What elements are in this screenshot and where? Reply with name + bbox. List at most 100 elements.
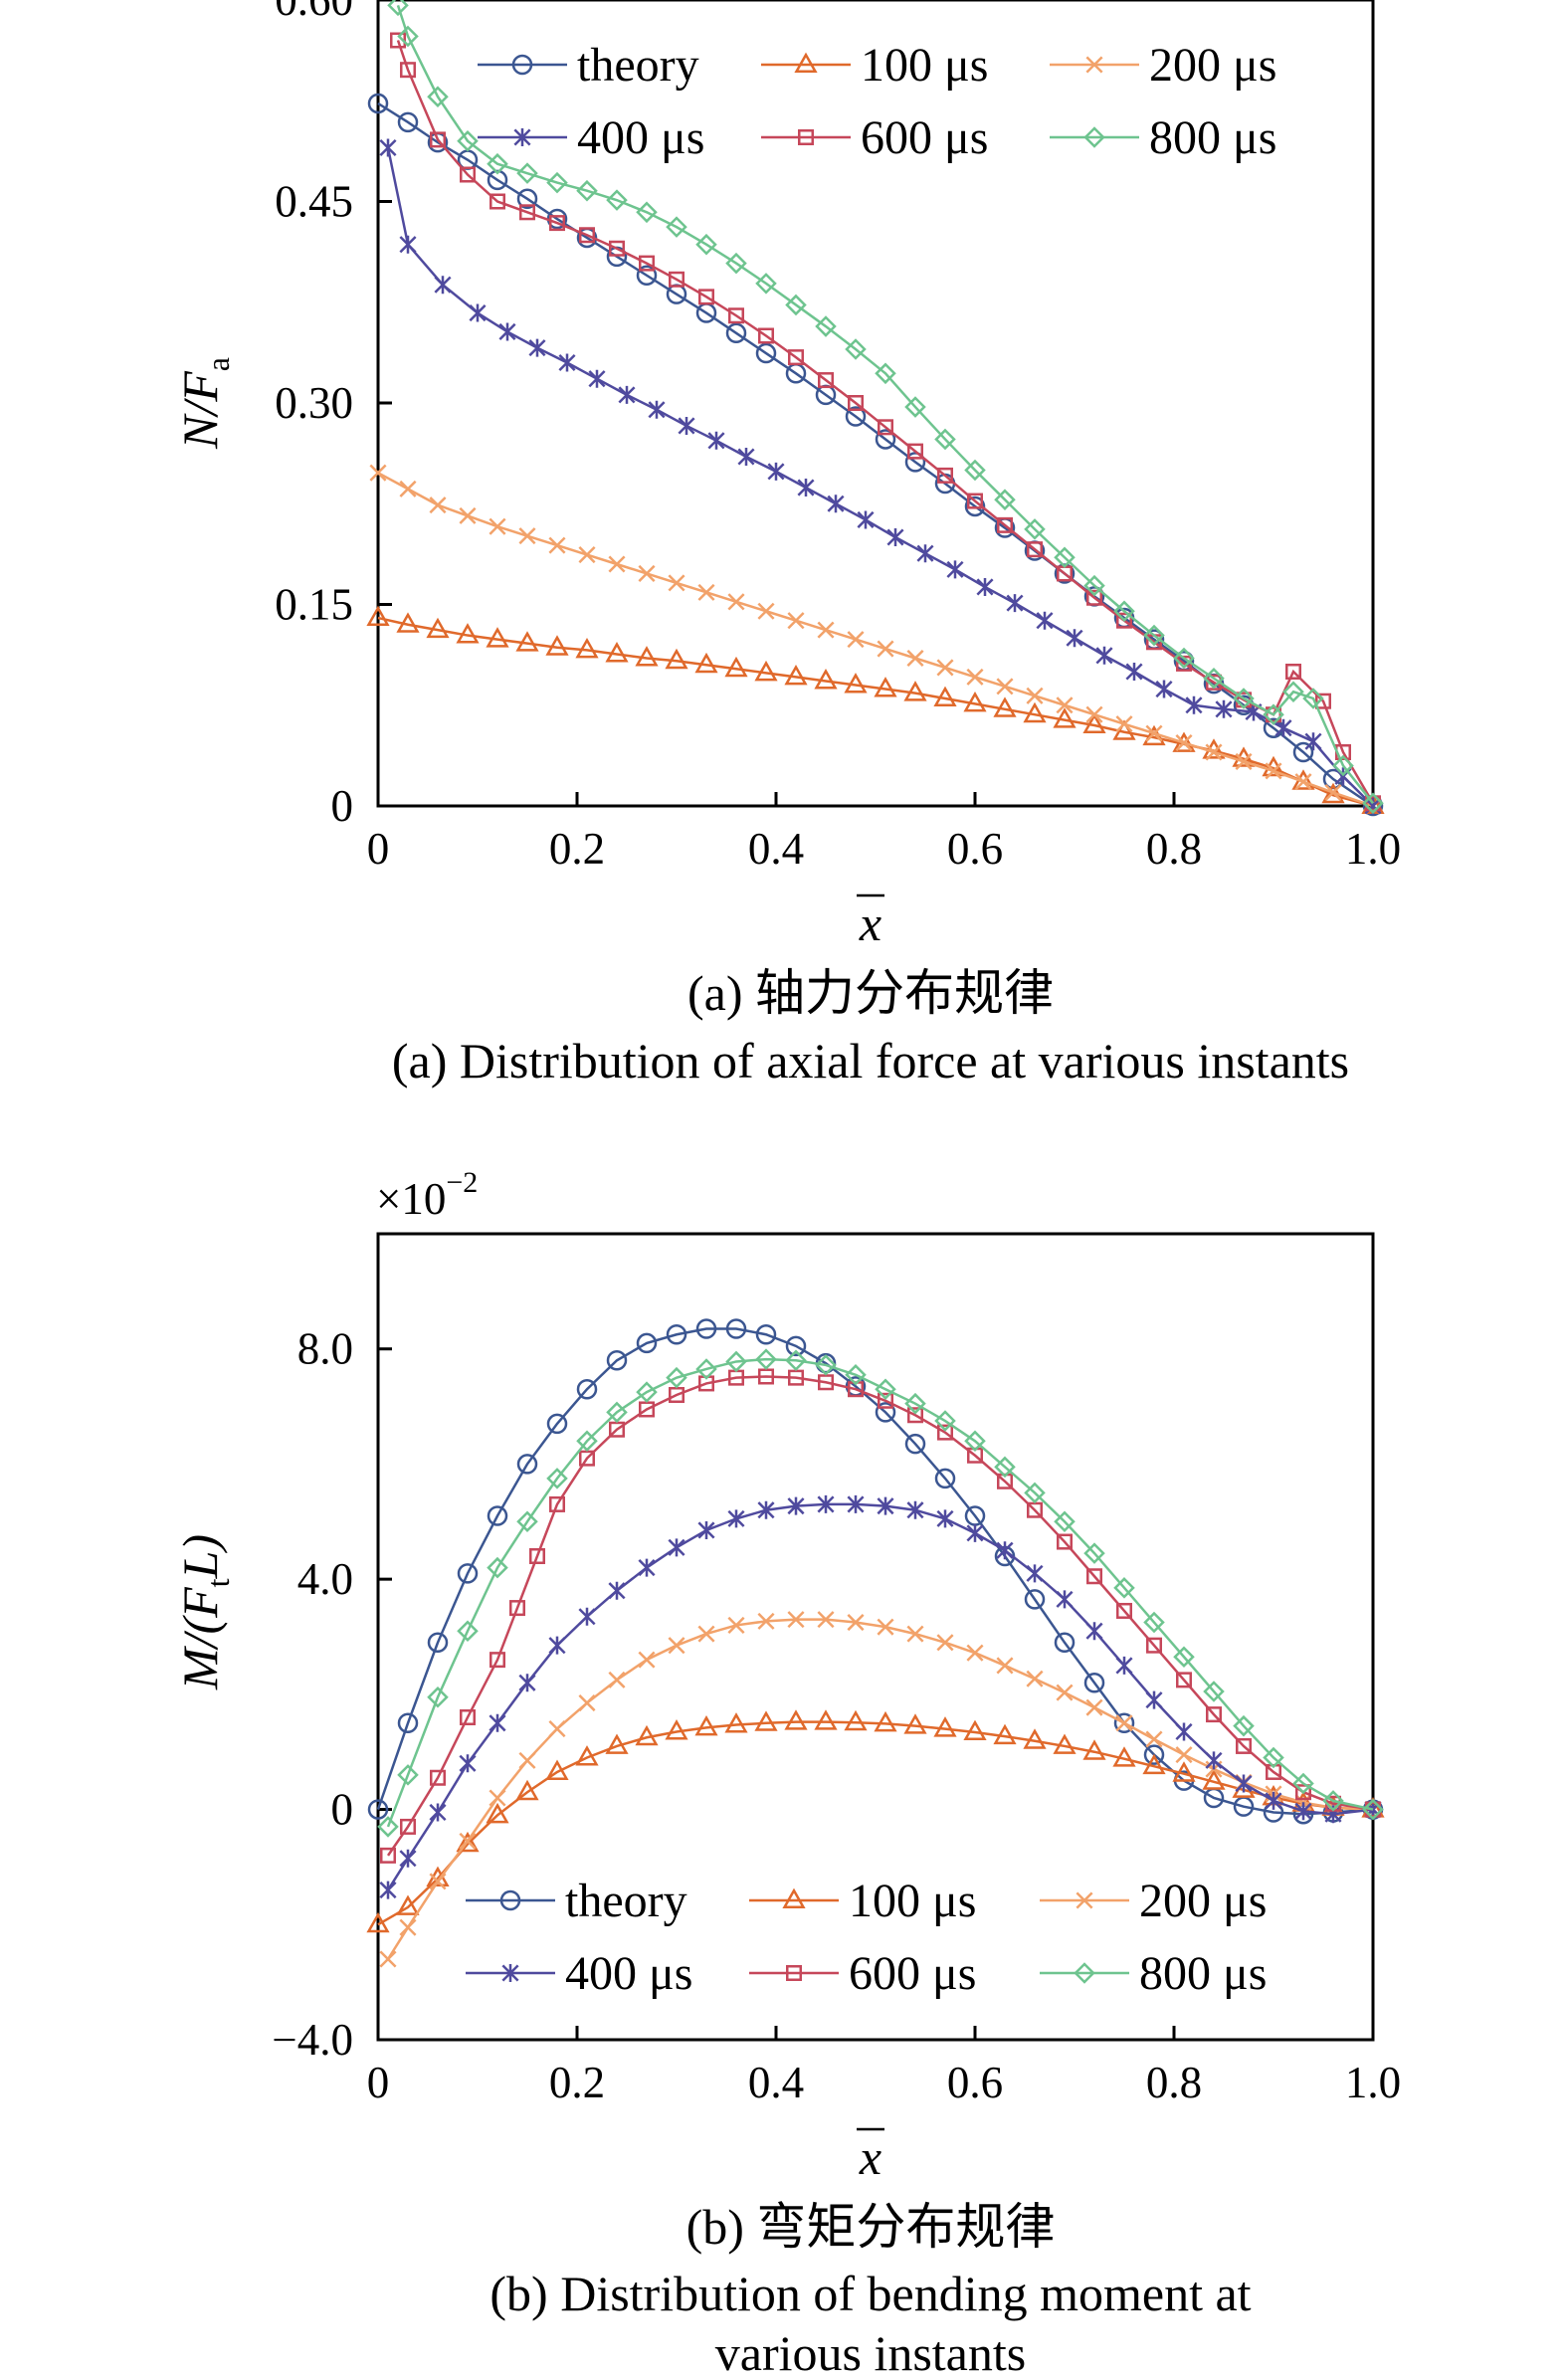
panel-a-point-200-s	[459, 506, 477, 524]
panel-a-point-100-s	[844, 673, 868, 694]
panel-b-point-200-s	[1115, 1714, 1133, 1732]
panel-b-point-200-s	[996, 1657, 1014, 1675]
panel-a-point-400-s	[434, 276, 452, 295]
panel-a-point-400-s	[618, 385, 636, 404]
panel-b-point-100-s	[1172, 1761, 1196, 1782]
panel-b-point-theory	[725, 1318, 747, 1339]
panel-b-point-600-s	[1176, 1672, 1192, 1688]
panel-b-legend-label: 600 μs	[849, 1947, 976, 2000]
panel-b-point-800-s	[1143, 1611, 1165, 1634]
panel-b-point-400-s	[697, 1520, 715, 1539]
panel-a-point-400-s	[1185, 695, 1203, 714]
panel-b-series-100-s	[366, 1709, 1385, 1933]
panel-a-series-theory	[367, 93, 1384, 817]
panel-a-point-theory	[487, 169, 508, 191]
panel-b-point-800-s	[516, 1510, 538, 1533]
panel-a-point-200-s	[757, 602, 775, 620]
panel-b-point-100-s	[963, 1719, 987, 1741]
panel-a-point-200-s	[518, 527, 536, 545]
panel-a-series-200-s	[369, 464, 1382, 815]
panel-a-xtick-label: 0.8	[1146, 824, 1202, 874]
panel-b-point-800-s	[845, 1363, 867, 1386]
panel-b-ylabel-post: L)	[172, 1534, 228, 1579]
panel-a-point-800-s	[1173, 647, 1195, 670]
panel-b-point-theory	[695, 1318, 717, 1339]
panel-b-point-200-s	[847, 1614, 865, 1632]
panel-b-point-400-s	[847, 1494, 865, 1513]
panel-a-legend-marker	[511, 54, 533, 76]
panel-a-point-400-s	[648, 400, 666, 419]
panel-a-point-800-s	[845, 338, 867, 360]
panel-a-point-400-s	[1125, 663, 1143, 681]
panel-b-legend-item-400-s: 400 μs	[466, 1947, 692, 2000]
panel-b-point-800-s	[1322, 1790, 1344, 1812]
panel-b-point-400-s	[459, 1754, 477, 1773]
panel-a-ytick-label: 0	[331, 781, 354, 831]
panel-a-point-600-s	[579, 227, 595, 244]
panel-b-point-400-s	[966, 1523, 984, 1542]
panel-b-point-600-s	[490, 1652, 505, 1669]
panel-b-line-theory	[376, 1327, 1374, 1816]
panel-a-point-theory	[845, 406, 867, 427]
panel-a-point-400-s	[379, 138, 397, 157]
panel-b-point-400-s	[1235, 1774, 1253, 1793]
panel-a-point-100-s	[635, 646, 659, 667]
panel-a-point-600-s	[519, 204, 535, 221]
panel-b-point-100-s	[665, 1719, 688, 1740]
panel-a-ticks: 0 0.2 0.4 0.6 0.8 1.0 0 0.15 0.30 0.45 0.60	[275, 0, 1401, 874]
panel-b-point-400-s	[1205, 1751, 1223, 1770]
panel-a-point-theory	[875, 429, 896, 450]
panel-b-point-theory	[1143, 1744, 1165, 1765]
panel-b-point-800-s	[397, 1764, 419, 1786]
panel-a-point-800-s	[875, 362, 896, 385]
panel-b-point-100-s	[1142, 1753, 1166, 1775]
panel-a-point-100-s	[814, 669, 838, 690]
panel-b-point-200-s	[1145, 1730, 1163, 1748]
panel-b-legend-item-theory: theory	[466, 1875, 687, 1927]
panel-b-point-400-s	[1145, 1690, 1163, 1709]
panel-a-series-800-s	[387, 0, 1384, 815]
panel-b-point-400-s	[936, 1509, 954, 1528]
panel-b-ytick-label: 0	[331, 1785, 354, 1835]
panel-a-point-400-s	[1155, 680, 1173, 698]
panel-a-point-200-s	[1145, 724, 1163, 742]
panel-a-point-theory	[755, 342, 777, 364]
panel-b-point-600-s	[1086, 1568, 1102, 1585]
panel-a-legend-marker	[794, 52, 818, 73]
panel-a-legend: theory 100 μs 200 μs 400 μs 600 μs 800 μs	[478, 39, 1276, 164]
panel-a-point-400-s	[886, 528, 904, 546]
panel-b-point-theory	[427, 1632, 449, 1654]
panel-b-point-100-s	[605, 1733, 629, 1754]
panel-b-point-800-s	[1083, 1542, 1105, 1564]
panel-a-point-600-s	[848, 395, 864, 411]
panel-a-point-600-s	[818, 372, 834, 389]
panel-b-point-400-s	[578, 1607, 596, 1626]
panel-a-point-200-s	[489, 517, 506, 535]
panel-b-point-800-s	[1362, 1798, 1384, 1821]
panel-a-ytick-label: 0.60	[275, 0, 353, 25]
panel-b-xtick-label: 0	[367, 2058, 390, 2107]
panel-b-point-400-s	[757, 1500, 775, 1519]
panel-a-point-200-s	[1265, 762, 1282, 780]
panel-b-point-400-s	[1294, 1802, 1312, 1821]
panel-a-point-theory	[516, 188, 538, 210]
panel-b-legend-label: 400 μs	[565, 1947, 692, 2000]
panel-a-point-600-s	[1266, 706, 1281, 723]
panel-b-point-400-s	[1056, 1590, 1074, 1609]
panel-b-legend-label: 100 μs	[849, 1875, 976, 1927]
panel-b-legend-marker	[501, 1964, 519, 1982]
panel-b-point-600-s	[1206, 1706, 1222, 1723]
panel-b-point-600-s	[1236, 1737, 1252, 1754]
panel-a-xtick-label: 0.4	[748, 824, 804, 874]
panel-a-point-800-s	[964, 459, 986, 482]
panel-b-series-800-s	[377, 1348, 1384, 1838]
panel-b-bending-moment: ×10−2 0 0.2 0.4 0.6 0.8 1.0 −4.0 0 4.0 8.0 theory…	[172, 1166, 1401, 2380]
panel-b-point-100-s	[1202, 1769, 1226, 1790]
panel-b-point-100-s	[545, 1759, 569, 1780]
panel-a-point-100-s	[754, 660, 778, 682]
panel-a-point-200-s	[1205, 743, 1223, 761]
panel-b-point-100-s	[635, 1724, 659, 1746]
panel-a-point-800-s	[725, 252, 747, 275]
panel-b-point-800-s	[1173, 1646, 1195, 1669]
panel-a-legend-item-600-s: 600 μs	[761, 111, 988, 164]
